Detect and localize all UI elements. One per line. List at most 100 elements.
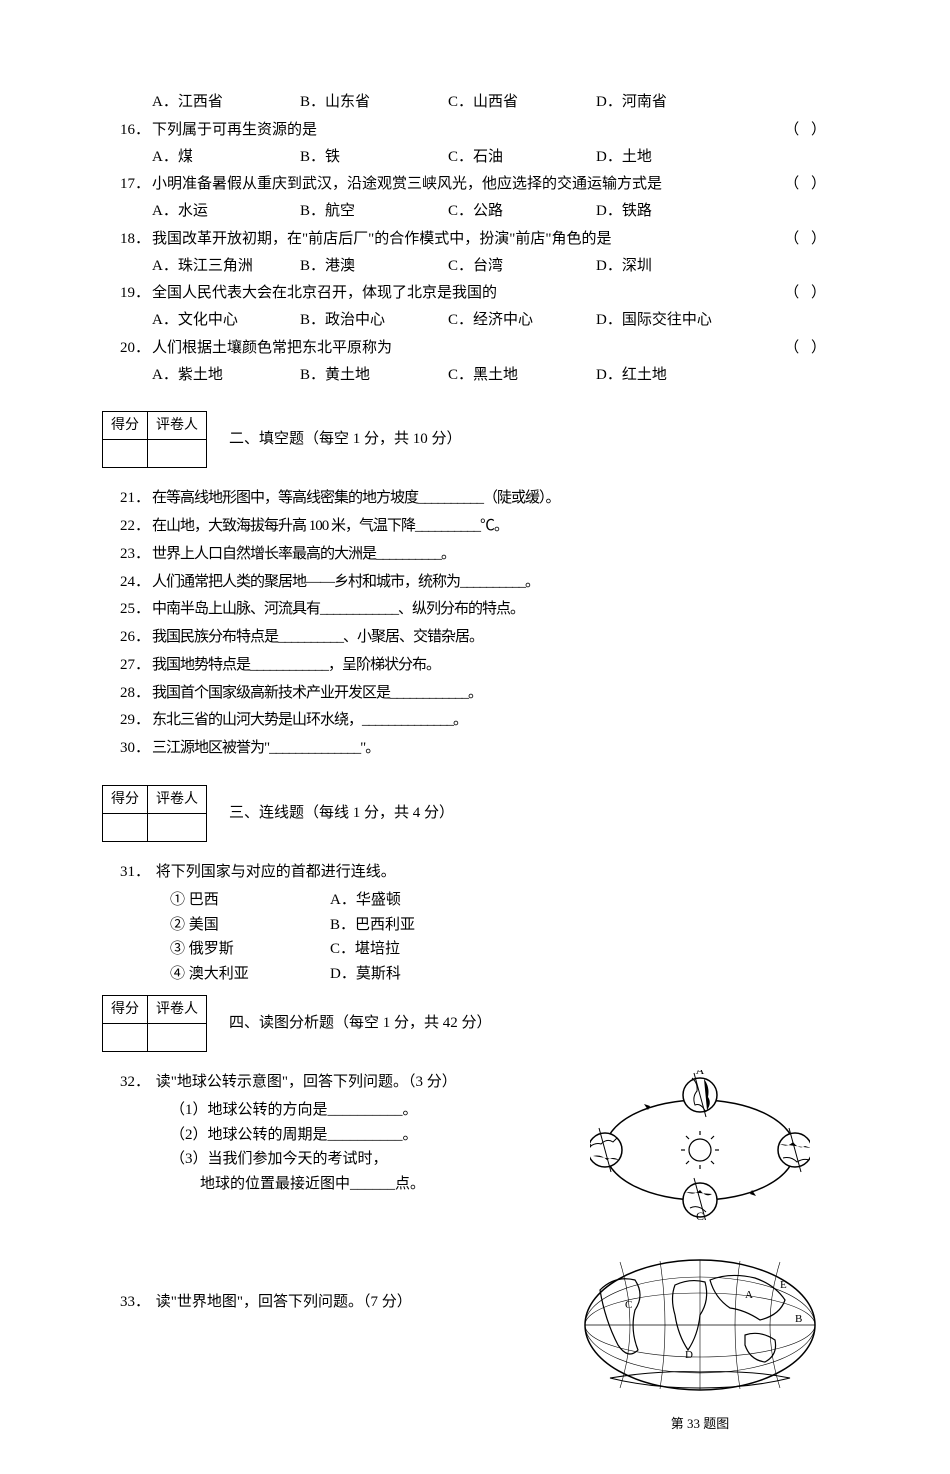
fill-question: 27．我国地势特点是____________，呈阶梯状分布。 xyxy=(120,653,830,678)
q-text: 我国改革开放初期，在"前店后厂"的合作模式中，扮演"前店"角色的是 xyxy=(152,227,784,252)
q-number: 29． xyxy=(120,708,152,733)
q-text: 我国地势特点是____________，呈阶梯状分布。 xyxy=(152,657,440,673)
q-number: 23． xyxy=(120,542,152,567)
match-right: A．华盛顿 xyxy=(330,888,401,913)
orbit-label-a: A xyxy=(696,1070,705,1077)
score-label: 得分 xyxy=(103,412,148,440)
fill-question: 21．在等高线地形图中，等高线密集的地方坡度__________（陡或缓）。 xyxy=(120,486,830,511)
q33-caption: 第 33 题图 xyxy=(570,1413,830,1434)
match-row: ① 巴西A．华盛顿 xyxy=(120,888,830,913)
svg-text:E: E xyxy=(780,1279,787,1291)
q-number: 16． xyxy=(120,118,152,143)
svg-text:D: D xyxy=(685,1349,693,1361)
match-left: ③ 俄罗斯 xyxy=(170,937,330,962)
q-number: 24． xyxy=(120,570,152,595)
svg-text:C: C xyxy=(625,1299,632,1311)
q32-number: 32． xyxy=(120,1070,152,1095)
q32-sub2: （2）地球公转的周期是__________。 xyxy=(120,1123,570,1148)
question-row: 20．人们根据土壤颜色常把东北平原称为（ ） xyxy=(120,336,830,361)
options-row: A．水运B．航空C．公路D．铁路 xyxy=(120,199,830,224)
grader-blank xyxy=(148,440,207,468)
section3-title: 三、连线题（每线 1 分，共 4 分） xyxy=(229,801,454,826)
option: B．航空 xyxy=(300,199,448,224)
match-row: ② 美国B．巴西利亚 xyxy=(120,913,830,938)
q-text: 中南半岛上山脉、河流具有____________、纵列分布的特点。 xyxy=(152,601,524,617)
q32-text: 读"地球公转示意图"，回答下列问题。（3 分） xyxy=(156,1074,457,1090)
match-right: C．堪培拉 xyxy=(330,937,400,962)
option: B．黄土地 xyxy=(300,363,448,388)
question-row: 18．我国改革开放初期，在"前店后厂"的合作模式中，扮演"前店"角色的是（ ） xyxy=(120,227,830,252)
grader-label-4: 评卷人 xyxy=(148,995,207,1023)
fill-question: 28．我国首个国家级高新技术产业开发区是____________。 xyxy=(120,681,830,706)
option: C．黑土地 xyxy=(448,363,596,388)
question-row: 19．全国人民代表大会在北京召开，体现了北京是我国的（ ） xyxy=(120,281,830,306)
grader-label: 评卷人 xyxy=(148,412,207,440)
svg-text:B: B xyxy=(795,1313,802,1325)
score-blank xyxy=(103,440,148,468)
q-number: 20． xyxy=(120,336,152,361)
q-text: 我国民族分布特点是__________、小聚居、交错杂居。 xyxy=(152,629,483,645)
question-row: 17．小明准备暑假从重庆到武汉，沿途观赏三峡风光，他应选择的交通运输方式是（ ） xyxy=(120,172,830,197)
option: D．红土地 xyxy=(596,363,744,388)
options-row: A．紫土地B．黄土地C．黑土地D．红土地 xyxy=(120,363,830,388)
score-box-3: 得分 评卷人 xyxy=(102,785,207,842)
fill-question: 25．中南半岛上山脉、河流具有____________、纵列分布的特点。 xyxy=(120,597,830,622)
orbit-label-c: C xyxy=(696,1209,704,1220)
q-text: 全国人民代表大会在北京召开，体现了北京是我国的 xyxy=(152,281,784,306)
fill-question: 26．我国民族分布特点是__________、小聚居、交错杂居。 xyxy=(120,625,830,650)
q-text: 小明准备暑假从重庆到武汉，沿途观赏三峡风光，他应选择的交通运输方式是 xyxy=(152,172,784,197)
section3-header: 得分 评卷人 三、连线题（每线 1 分，共 4 分） xyxy=(120,785,830,842)
match-right: B．巴西利亚 xyxy=(330,913,415,938)
grader-label-3: 评卷人 xyxy=(148,785,207,813)
grader-blank-4 xyxy=(148,1023,207,1051)
q31: 31． 将下列国家与对应的首都进行连线。 xyxy=(120,860,830,885)
svg-text:A: A xyxy=(745,1289,753,1301)
match-left: ① 巴西 xyxy=(170,888,330,913)
q15-opt-d: D．河南省 xyxy=(596,90,744,115)
q32: 32． 读"地球公转示意图"，回答下列问题。（3 分） xyxy=(120,1070,570,1095)
option: C．公路 xyxy=(448,199,596,224)
orbit-label-b: B xyxy=(590,1137,592,1151)
options-row: A．文化中心B．政治中心C．经济中心D．国际交往中心 xyxy=(120,308,830,333)
q32-sub3-cont: 地球的位置最接近图中______点。 xyxy=(120,1172,570,1197)
q-text: 人们根据土壤颜色常把东北平原称为 xyxy=(152,336,784,361)
option: A．珠江三角洲 xyxy=(152,254,300,279)
q-text: 在山地，大致海拔每升高 100 米，气温下降__________℃。 xyxy=(152,518,508,534)
q31-number: 31． xyxy=(120,860,152,885)
fill-question: 22．在山地，大致海拔每升高 100 米，气温下降__________℃。 xyxy=(120,514,830,539)
score-label-3: 得分 xyxy=(103,785,148,813)
q15-opt-a: A．江西省 xyxy=(152,90,300,115)
q31-text: 将下列国家与对应的首都进行连线。 xyxy=(156,864,396,880)
answer-paren: （ ） xyxy=(784,118,830,143)
q-number: 28． xyxy=(120,681,152,706)
q-text: 东北三省的山河大势是山环水绕，______________。 xyxy=(152,712,467,728)
q-number: 25． xyxy=(120,597,152,622)
answer-paren: （ ） xyxy=(784,336,830,361)
q-number: 18． xyxy=(120,227,152,252)
mc-questions: 16．下列属于可再生资源的是（ ）A．煤B．铁C．石油D．土地17．小明准备暑假… xyxy=(120,118,830,388)
match-row: ④ 澳大利亚D．莫斯科 xyxy=(120,962,830,987)
orbit-diagram: A B C D xyxy=(590,1070,810,1220)
answer-paren: （ ） xyxy=(784,227,830,252)
world-map: C D A B E xyxy=(580,1250,820,1409)
options-row: A．珠江三角洲B．港澳C．台湾D．深圳 xyxy=(120,254,830,279)
section2-header: 得分 评卷人 二、填空题（每空 1 分，共 10 分） xyxy=(120,411,830,468)
q-number: 19． xyxy=(120,281,152,306)
q32-block: 32． 读"地球公转示意图"，回答下列问题。（3 分） （1）地球公转的方向是_… xyxy=(120,1070,830,1220)
match-pairs: ① 巴西A．华盛顿② 美国B．巴西利亚③ 俄罗斯C．堪培拉④ 澳大利亚D．莫斯科 xyxy=(120,888,830,987)
match-row: ③ 俄罗斯C．堪培拉 xyxy=(120,937,830,962)
q-number: 22． xyxy=(120,514,152,539)
q15-opt-c: C．山西省 xyxy=(448,90,596,115)
option: A．水运 xyxy=(152,199,300,224)
option: A．文化中心 xyxy=(152,308,300,333)
q-number: 27． xyxy=(120,653,152,678)
q-number: 30． xyxy=(120,736,152,761)
fill-question: 24．人们通常把人类的聚居地——乡村和城市，统称为__________。 xyxy=(120,570,830,595)
q-text: 下列属于可再生资源的是 xyxy=(152,118,784,143)
question-row: 16．下列属于可再生资源的是（ ） xyxy=(120,118,830,143)
option: B．政治中心 xyxy=(300,308,448,333)
answer-paren: （ ） xyxy=(784,172,830,197)
score-blank-4 xyxy=(103,1023,148,1051)
q-number: 26． xyxy=(120,625,152,650)
q-text: 在等高线地形图中，等高线密集的地方坡度__________（陡或缓）。 xyxy=(152,490,560,506)
